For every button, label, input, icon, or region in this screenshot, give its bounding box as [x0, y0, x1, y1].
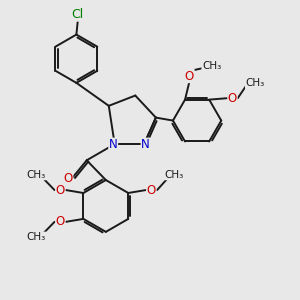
Text: O: O [56, 184, 65, 196]
Text: CH₃: CH₃ [27, 232, 46, 242]
Text: CH₃: CH₃ [202, 61, 221, 71]
Text: O: O [228, 92, 237, 105]
Text: N: N [109, 138, 118, 151]
Text: CH₃: CH₃ [245, 79, 265, 88]
Text: N: N [141, 138, 150, 151]
Text: O: O [185, 70, 194, 83]
Text: O: O [64, 172, 73, 185]
Text: CH₃: CH₃ [27, 170, 46, 180]
Text: O: O [56, 215, 65, 228]
Text: O: O [147, 184, 156, 196]
Text: Cl: Cl [72, 8, 84, 21]
Text: CH₃: CH₃ [164, 170, 184, 180]
